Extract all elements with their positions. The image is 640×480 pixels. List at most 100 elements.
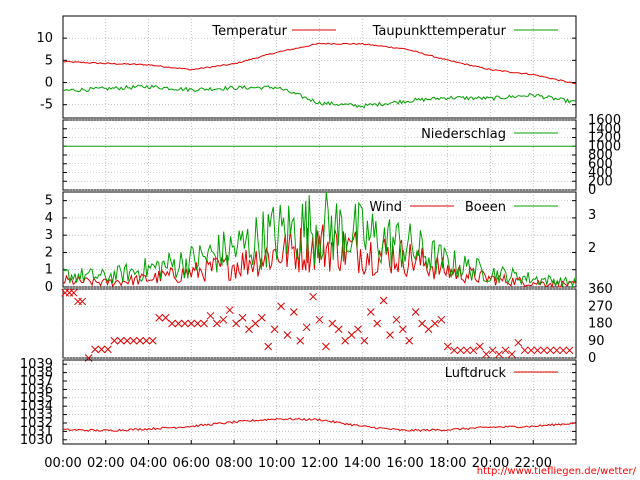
direction-point — [129, 336, 138, 345]
x-tick-label: 22:00 — [515, 456, 552, 471]
direction-point — [277, 302, 285, 311]
direction-point — [495, 350, 503, 359]
y-tick-label: 5 — [45, 194, 53, 209]
legend-label: Temperatur — [211, 24, 287, 39]
panel-frame — [62, 288, 577, 359]
series-line-luftdruck — [62, 417, 577, 432]
y-tick-label: 0 — [45, 280, 53, 295]
y-tick-label: 1031 — [20, 424, 53, 439]
direction-point — [405, 336, 414, 345]
legend-label: Luftdruck — [445, 366, 507, 381]
y-tick-label: 1036 — [20, 382, 53, 397]
x-tick-label: 04:00 — [130, 456, 167, 471]
direction-point — [168, 319, 176, 328]
direction-point — [238, 313, 247, 322]
direction-point — [418, 319, 426, 328]
panel-temperature: 10 5 0 -5 Temperatur Taupunkttemperatur — [36, 15, 577, 119]
y2-tick-label: 360 — [588, 282, 613, 297]
x-tick-label: 14:00 — [344, 456, 381, 471]
direction-point — [437, 315, 446, 324]
x-tick-label: 18:00 — [429, 456, 466, 471]
y2-tick-label: 1000 — [588, 139, 621, 154]
y-tick-label: 1 — [45, 263, 53, 278]
x-tick-label: 10:00 — [258, 456, 295, 471]
y2-tick-label: 1200 — [588, 131, 621, 146]
direction-point — [424, 325, 433, 334]
direction-point — [341, 336, 350, 345]
y2-tick-label: 800 — [588, 148, 613, 163]
y2-tick-label: 1400 — [588, 122, 621, 137]
direction-point — [123, 336, 131, 345]
direction-point — [514, 338, 523, 347]
panel-wind-direction: 360 270 180 90 0 — [61, 282, 613, 366]
series-line-taupunkttemperatur — [62, 84, 577, 109]
x-tick-label: 08:00 — [215, 456, 252, 471]
y2-tick-label: 400 — [588, 166, 613, 181]
direction-point — [142, 336, 151, 345]
direction-point — [443, 342, 452, 351]
direction-point — [289, 308, 298, 316]
direction-point — [565, 346, 574, 355]
direction-point — [302, 323, 311, 332]
y2-tick-label: 200 — [588, 174, 613, 189]
direction-point — [245, 325, 253, 334]
direction-point — [411, 308, 420, 316]
direction-point — [155, 313, 164, 322]
legend-label: Niederschlag — [421, 127, 506, 142]
panel-pressure: 1039103810371036103510341033103210311030… — [20, 357, 577, 448]
direction-point — [552, 346, 561, 355]
direction-point — [475, 342, 484, 351]
x-tick-label: 00:00 — [44, 456, 81, 471]
direction-point — [482, 350, 491, 359]
direction-point — [257, 313, 266, 322]
direction-point — [225, 306, 234, 314]
y-tick-label: 1039 — [20, 357, 53, 372]
direction-point — [97, 345, 106, 354]
x-tick-label: 12:00 — [301, 456, 338, 471]
legend-label: Wind — [369, 200, 402, 215]
direction-point — [116, 336, 125, 345]
y2-tick-label: 600 — [588, 157, 613, 172]
direction-point — [251, 319, 260, 328]
y-tick-label: 4 — [45, 211, 53, 226]
y-tick-label: 2 — [45, 245, 53, 260]
direction-point — [533, 346, 542, 355]
x-tick-label: 20:00 — [472, 456, 509, 471]
direction-point — [463, 346, 471, 355]
y-tick-label: 1032 — [20, 416, 53, 431]
direction-point — [488, 346, 497, 355]
y2-tick-label: 0 — [588, 183, 596, 198]
y2-tick-label: 270 — [588, 299, 613, 314]
direction-point — [347, 331, 356, 339]
direction-point — [450, 346, 459, 355]
direction-point — [296, 336, 305, 345]
x-axis: 00:00 02:00 04:00 06:00 08:00 10:00 12:00 14:00… — [44, 440, 552, 471]
y-tick-label: 1037 — [20, 374, 53, 389]
panel-wind: 5 4 3 2 1 0 3 2 Wind Boeen — [45, 191, 596, 295]
y2-tick-label: 90 — [588, 334, 605, 349]
direction-point — [328, 319, 337, 328]
direction-point — [334, 325, 343, 334]
direction-point — [136, 336, 144, 345]
direction-point — [392, 315, 401, 324]
y2-tick-label: 1600 — [588, 113, 621, 128]
y-tick-label: 1033 — [20, 408, 53, 423]
direction-point — [540, 346, 548, 355]
x-tick-label: 06:00 — [173, 456, 210, 471]
direction-point — [104, 345, 112, 354]
direction-point — [354, 325, 362, 334]
direction-point — [373, 319, 382, 328]
y-tick-label: -5 — [40, 98, 53, 113]
direction-point — [264, 342, 273, 351]
direction-point — [527, 346, 535, 355]
y2-tick-label: 2 — [588, 241, 596, 256]
direction-point — [200, 319, 208, 328]
direction-point — [546, 346, 555, 355]
y-tick-label: 1038 — [20, 366, 53, 381]
y-tick-label: 1030 — [20, 433, 53, 448]
direction-point — [161, 313, 170, 322]
direction-point — [360, 336, 369, 345]
